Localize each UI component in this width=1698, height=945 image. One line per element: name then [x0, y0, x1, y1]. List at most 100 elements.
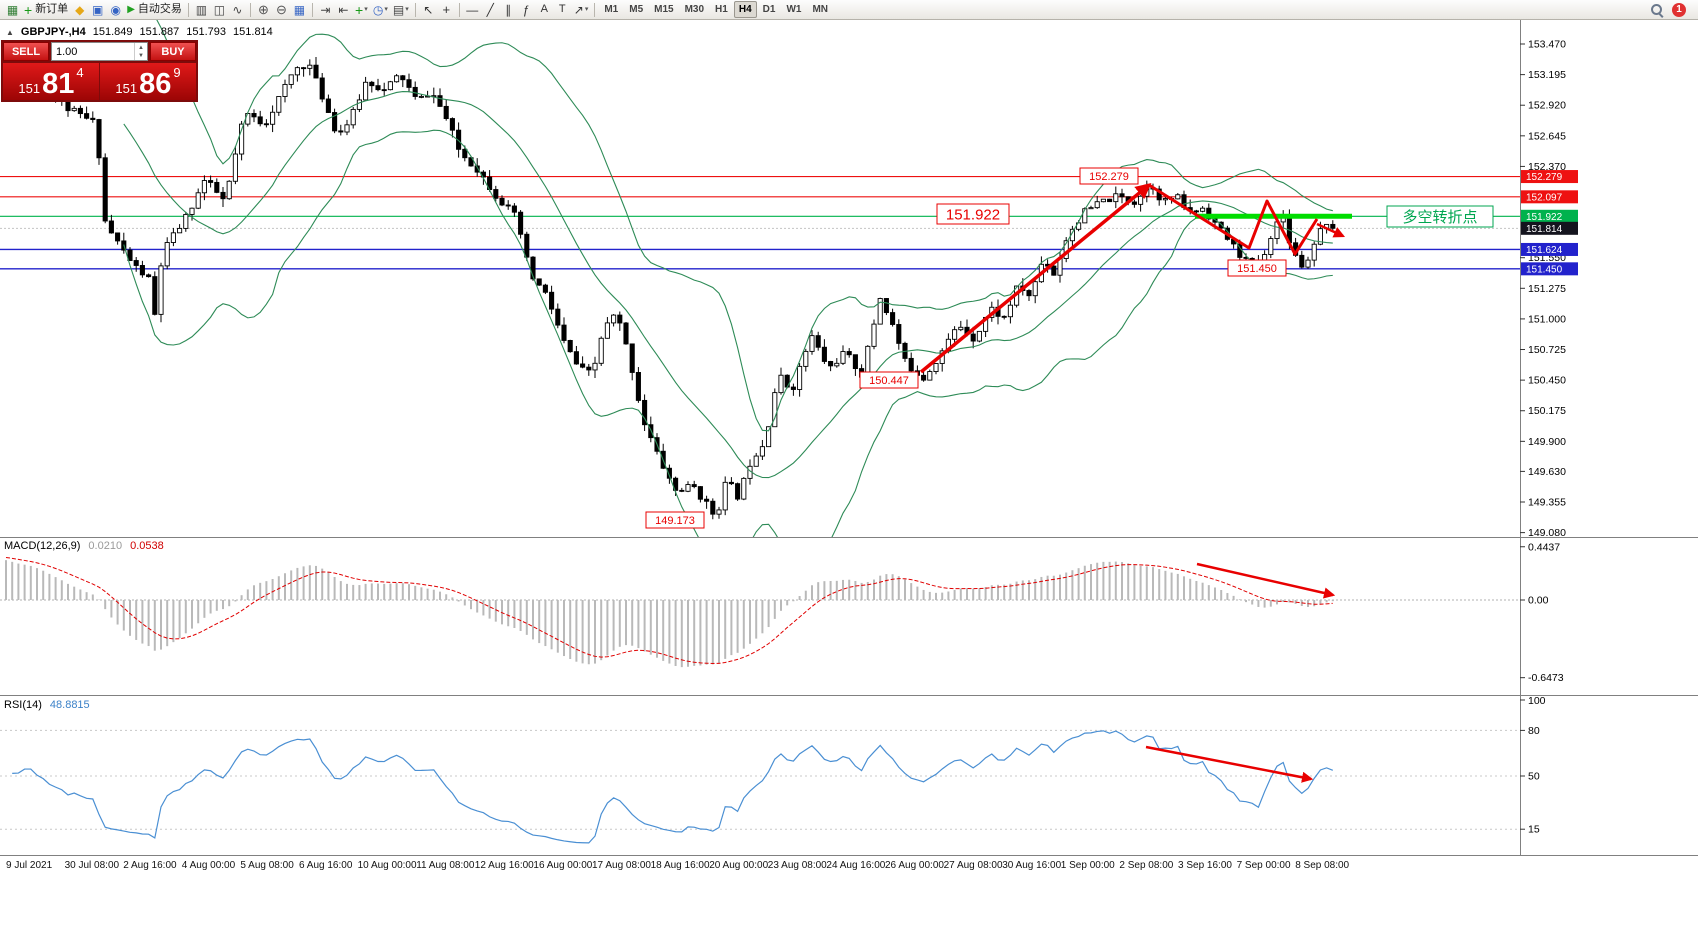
- volume-input[interactable]: [52, 43, 134, 60]
- auto-scroll-icon[interactable]: ⇥: [317, 1, 334, 19]
- price-axis-label: 149.080: [1528, 527, 1566, 537]
- rsi-axis-label: 100: [1528, 695, 1546, 707]
- timeframe-m30-button[interactable]: M30: [684, 4, 705, 15]
- timeframe-h1-button[interactable]: H1: [715, 4, 728, 15]
- candle-body: [697, 486, 703, 500]
- annotation-box[interactable]: [936, 203, 1010, 225]
- annotation-box[interactable]: [1079, 167, 1139, 185]
- candle-body: [276, 96, 282, 113]
- timeframe-m1-button[interactable]: M1: [604, 4, 619, 15]
- sell-button[interactable]: SELL: [3, 42, 49, 61]
- candle-body: [586, 366, 592, 371]
- sell-price[interactable]: 151 81 4: [3, 63, 99, 100]
- trend-zigzag[interactable]: [1148, 183, 1319, 256]
- bollinger-upper-band: [156, 20, 1333, 432]
- time-axis-label: 10 Aug 00:00: [357, 860, 417, 871]
- candle-body: [635, 372, 641, 401]
- periods-button[interactable]: ◷ ▾: [371, 1, 390, 19]
- line-chart-icon[interactable]: ∿: [229, 1, 246, 19]
- one-click-collapse-icon[interactable]: ▲: [6, 27, 14, 37]
- price-axis-label: 152.370: [1528, 161, 1566, 173]
- annotation-box[interactable]: [859, 371, 919, 389]
- candle-body: [394, 75, 400, 83]
- tile-windows-icon[interactable]: ▦: [291, 1, 308, 19]
- candle-body: [1051, 265, 1057, 276]
- zoom-in-icon[interactable]: ⊕: [255, 1, 272, 19]
- price-axis-label: 149.900: [1528, 436, 1566, 448]
- time-axis-label: 17 Aug 08:00: [592, 860, 651, 871]
- trend-arrow-up[interactable]: [919, 183, 1152, 374]
- volume-up-icon[interactable]: ▲: [138, 44, 144, 51]
- buy-price[interactable]: 151 86 9: [100, 63, 196, 100]
- arrows-tool-button[interactable]: ↗ ▾: [572, 1, 591, 19]
- annotation-box[interactable]: [1386, 205, 1494, 228]
- template-icon: ▤: [392, 2, 405, 17]
- annotation-box[interactable]: [645, 511, 705, 529]
- candle-body: [406, 79, 412, 88]
- zoom-out-icon[interactable]: ⊖: [273, 1, 290, 19]
- notification-badge[interactable]: 1: [1672, 2, 1686, 17]
- templates-button[interactable]: ▤ ▾: [391, 1, 411, 19]
- timeframe-d1-button[interactable]: D1: [762, 4, 776, 15]
- annotation-text: 152.279: [1089, 171, 1129, 183]
- indicators-add-button[interactable]: + ▾: [353, 1, 370, 19]
- candle-body: [759, 446, 765, 457]
- candle-body: [834, 362, 840, 367]
- channel-icon[interactable]: ∥: [500, 1, 517, 19]
- macd-name: MACD(12,26,9): [4, 540, 81, 552]
- timeframe-h4-button[interactable]: H4: [733, 1, 757, 18]
- candle-body: [573, 351, 579, 365]
- trend-arrow-small[interactable]: [1316, 222, 1346, 238]
- candle-body: [170, 232, 176, 243]
- bar-chart-icon[interactable]: ▥: [193, 1, 210, 19]
- time-axis-label: 4 Aug 00:00: [181, 860, 236, 871]
- timeframe-mn-button[interactable]: MN: [812, 4, 828, 15]
- auto-trading-button[interactable]: ▶ 自动交易: [125, 1, 184, 19]
- candle-body: [493, 189, 499, 199]
- volume-down-icon[interactable]: ▼: [138, 52, 144, 59]
- candlestick-chart-icon[interactable]: ◫: [211, 1, 228, 19]
- time-axis-label: 27 Aug 08:00: [943, 860, 1003, 871]
- timeframe-m15-button[interactable]: M15: [654, 4, 674, 15]
- terminal-icon: ▣: [92, 2, 104, 17]
- new-order-button[interactable]: + 新订单: [22, 1, 70, 19]
- candle-body: [462, 148, 468, 159]
- chart-shift-icon[interactable]: ⇤: [335, 1, 352, 19]
- candle-body: [921, 374, 927, 381]
- strategy-tester-icon[interactable]: ◉: [107, 1, 124, 19]
- terminal-icon[interactable]: ▣: [89, 1, 106, 19]
- candle-body: [71, 107, 77, 112]
- text-icon[interactable]: A: [536, 1, 553, 19]
- sell-price-sup: 4: [76, 65, 84, 80]
- price-axis-label: 150.725: [1528, 344, 1566, 356]
- candle-body: [623, 322, 629, 345]
- timeframe-w1-button[interactable]: W1: [786, 4, 802, 15]
- candle-body: [65, 100, 71, 112]
- candle-body: [580, 363, 586, 368]
- time-axis[interactable]: 9 Jul 2021 30 Jul 08:00 2 Aug 16:00 4 Aug 0…: [0, 855, 1698, 879]
- horizontal-line-icon[interactable]: —: [464, 1, 481, 19]
- plus-icon: +: [355, 1, 364, 18]
- buy-button[interactable]: BUY: [150, 42, 196, 61]
- price-axis-label: 153.195: [1528, 69, 1566, 81]
- macd-trend-arrow[interactable]: [1196, 562, 1336, 599]
- main-chart[interactable]: 152.279 151.922 151.450 150.447 149.173 多空转折点…: [0, 20, 1698, 537]
- rsi-panel[interactable]: 100 80 50 15: [0, 695, 1698, 855]
- annotation-box[interactable]: [1227, 259, 1287, 277]
- fibonacci-icon[interactable]: ƒ: [518, 1, 535, 19]
- mql-community-icon[interactable]: ◆: [71, 1, 88, 19]
- price-axis-label: 153.470: [1528, 39, 1566, 51]
- macd-panel[interactable]: 0.4437 0.00 -0.6473: [0, 537, 1698, 695]
- chart-window-icon[interactable]: ▦: [4, 1, 21, 19]
- timeframe-m5-button[interactable]: M5: [629, 4, 644, 15]
- crosshair-icon[interactable]: +: [438, 1, 455, 19]
- text-label-icon[interactable]: T: [554, 1, 571, 19]
- trendline-icon[interactable]: ╱: [482, 1, 499, 19]
- candle-body: [598, 337, 604, 364]
- rsi-trend-arrow[interactable]: [1145, 745, 1314, 783]
- fibo-icon: ƒ: [522, 2, 530, 17]
- candle-body: [530, 256, 536, 280]
- search-icon[interactable]: [1650, 3, 1664, 17]
- cursor-icon[interactable]: ↖: [420, 1, 437, 19]
- price-axis-label: 151.275: [1528, 283, 1566, 295]
